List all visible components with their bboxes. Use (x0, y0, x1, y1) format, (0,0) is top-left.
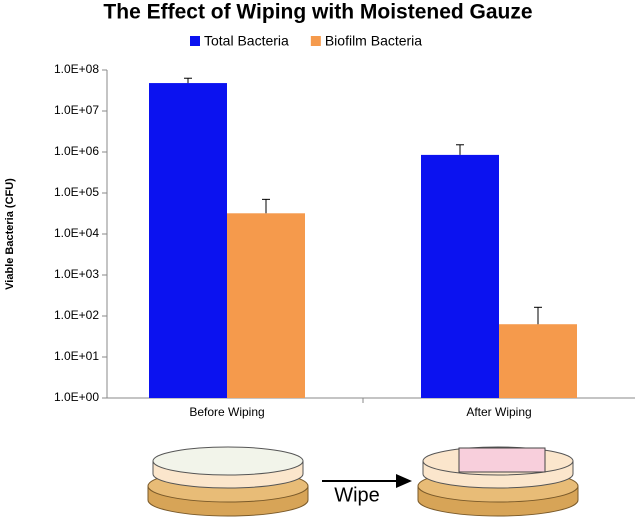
y-tick-label: 1.0E+01 (54, 349, 99, 363)
y-tick-label: 1.0E+06 (54, 144, 99, 158)
x-tick-label: Before Wiping (189, 405, 264, 419)
dish-after (417, 446, 579, 517)
bar (421, 154, 499, 398)
y-tick-label: 1.0E+00 (54, 390, 99, 404)
legend-swatch (190, 36, 200, 46)
legend-label: Total Bacteria (204, 33, 289, 49)
y-tick-label: 1.0E+02 (54, 308, 99, 322)
y-tick-label: 1.0E+07 (54, 103, 99, 117)
arrow (322, 474, 412, 488)
chart-title: The Effect of Wiping with Moistened Gauz… (103, 1, 532, 24)
y-tick-label: 1.0E+04 (54, 226, 99, 240)
annotation: Wipe (334, 484, 380, 506)
bar (227, 213, 305, 398)
y-tick-label: 1.0E+03 (54, 267, 99, 281)
dish-before (147, 446, 309, 517)
legend-label: Biofilm Bacteria (325, 33, 422, 49)
bar (499, 324, 577, 398)
y-axis-label: Viable Bacteria (CFU) (4, 178, 16, 290)
bar (149, 83, 227, 399)
y-tick-label: 1.0E+05 (54, 185, 99, 199)
legend-swatch (310, 36, 321, 46)
y-tick-label: 1.0E+08 (54, 62, 99, 76)
x-tick-label: After Wiping (466, 405, 531, 419)
